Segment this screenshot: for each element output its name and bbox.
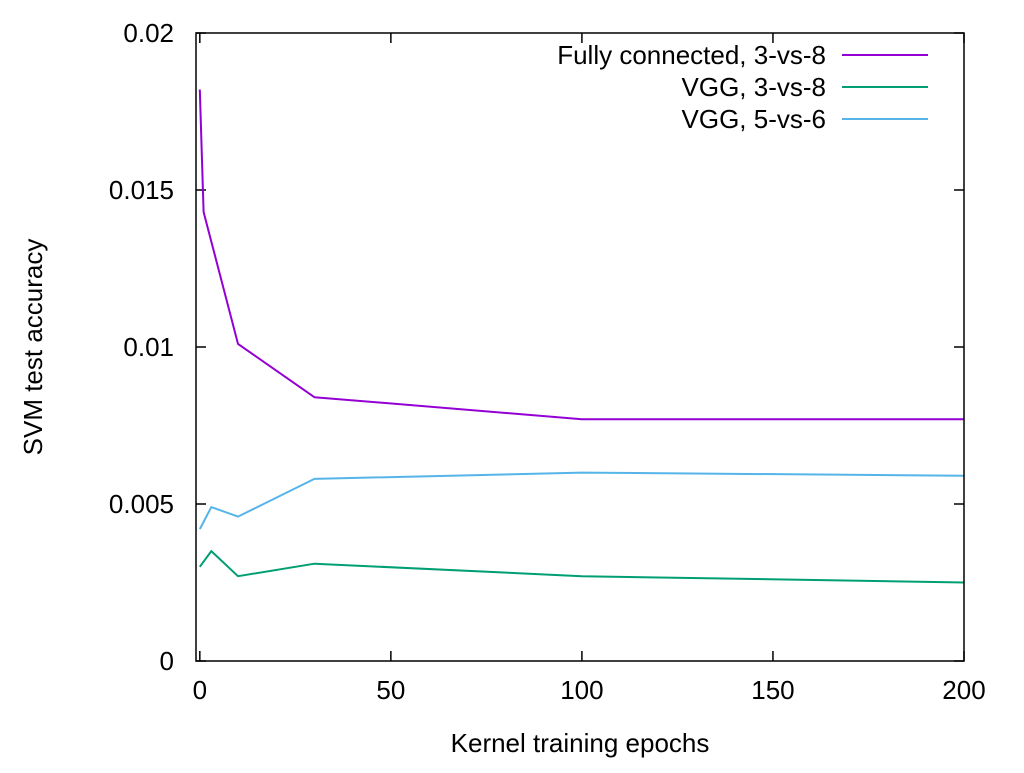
legend-entry-vgg-5vs6: VGG, 5-vs-6 bbox=[682, 104, 928, 134]
y-tick-label: 0 bbox=[160, 646, 174, 676]
tick-labels-layer: 0 50 100 150 200 0 0.005 0.01 0.015 0.02 bbox=[109, 18, 986, 705]
legend-label-vgg-3vs8: VGG, 3-vs-8 bbox=[682, 72, 826, 102]
series-line-vgg-5vs6 bbox=[198, 471, 965, 530]
series-line-vgg-3vs8 bbox=[198, 550, 965, 584]
x-tick-label: 200 bbox=[942, 675, 985, 705]
x-tick-label: 0 bbox=[193, 675, 207, 705]
y-tick-label: 0.01 bbox=[123, 332, 174, 362]
legend-entry-fc-3vs8: Fully connected, 3-vs-8 bbox=[557, 40, 928, 70]
y-axis-label: SVM test accuracy bbox=[18, 239, 48, 456]
x-tick-label: 50 bbox=[376, 675, 405, 705]
ticks-layer bbox=[196, 32, 965, 662]
y-tick-label: 0.02 bbox=[123, 18, 174, 48]
plot-frame bbox=[195, 32, 965, 662]
series-line-fc-3vs8 bbox=[198, 89, 964, 421]
series-layer bbox=[198, 89, 965, 584]
legend-label-vgg-5vs6: VGG, 5-vs-6 bbox=[682, 104, 826, 134]
legend-label-fc-3vs8: Fully connected, 3-vs-8 bbox=[557, 40, 826, 70]
x-axis-label: Kernel training epochs bbox=[451, 728, 710, 758]
x-tick-label: 150 bbox=[751, 675, 794, 705]
y-tick-label: 0.005 bbox=[109, 489, 174, 519]
x-tick-label: 100 bbox=[560, 675, 603, 705]
legend-entry-vgg-3vs8: VGG, 3-vs-8 bbox=[682, 72, 928, 102]
y-tick-label: 0.015 bbox=[109, 175, 174, 205]
legend: Fully connected, 3-vs-8 VGG, 3-vs-8 VGG,… bbox=[557, 40, 928, 134]
